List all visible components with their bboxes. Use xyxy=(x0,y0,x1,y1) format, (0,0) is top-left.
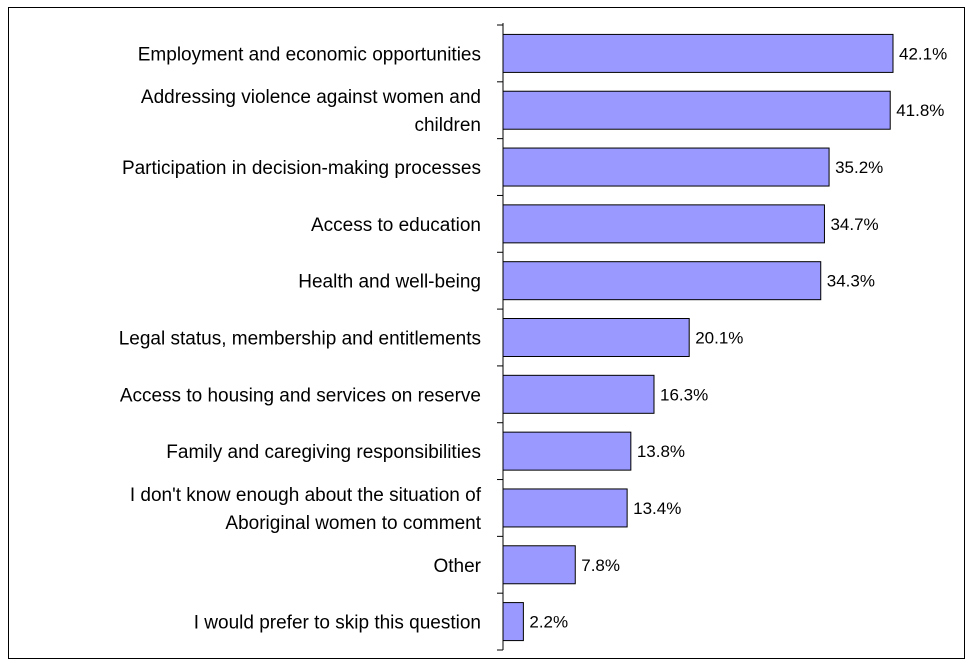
value-label: 41.8% xyxy=(896,101,944,120)
category-labels-group: Employment and economic opportunities Add… xyxy=(119,44,482,633)
bar xyxy=(502,318,690,357)
value-label: 34.7% xyxy=(830,215,878,234)
bars-group xyxy=(502,33,894,642)
bar xyxy=(502,488,628,528)
bar xyxy=(502,602,524,642)
bar xyxy=(502,374,655,414)
value-label: 2.2% xyxy=(529,613,568,632)
category-label: I don't know enough about the situation … xyxy=(130,485,482,534)
bar xyxy=(502,33,894,73)
bar xyxy=(502,90,891,130)
value-label: 13.8% xyxy=(637,442,685,461)
value-label: 20.1% xyxy=(695,329,743,348)
bar xyxy=(502,431,632,471)
category-label: Family and caregiving responsibilities xyxy=(166,442,481,463)
value-label: 16.3% xyxy=(660,385,708,404)
category-label: I would prefer to skip this question xyxy=(194,613,481,634)
category-label: Access to housing and services on reserv… xyxy=(120,385,481,406)
category-label: Participation in decision-making process… xyxy=(122,158,481,179)
bar xyxy=(502,545,576,585)
value-label: 13.4% xyxy=(633,499,681,518)
bar xyxy=(502,147,830,187)
value-label: 7.8% xyxy=(581,556,620,575)
category-label: Health and well-being xyxy=(298,272,481,293)
bar xyxy=(502,204,825,244)
category-label: Employment and economic opportunities xyxy=(138,44,481,65)
category-label: Access to education xyxy=(311,215,481,236)
value-label: 42.1% xyxy=(899,44,947,63)
category-label: Other xyxy=(433,556,481,577)
category-label: Legal status, membership and entitlement… xyxy=(119,329,481,350)
bar xyxy=(502,261,822,301)
category-label: Addressing violence against women and chi… xyxy=(141,87,481,136)
value-label: 34.3% xyxy=(827,272,875,291)
value-label: 35.2% xyxy=(835,158,883,177)
value-labels-group: 42.1% 41.8% 35.2% 34.7% 34.3% 20.1% 16.3% 13.8%… xyxy=(529,44,947,631)
axis-ticks-group xyxy=(497,24,503,651)
